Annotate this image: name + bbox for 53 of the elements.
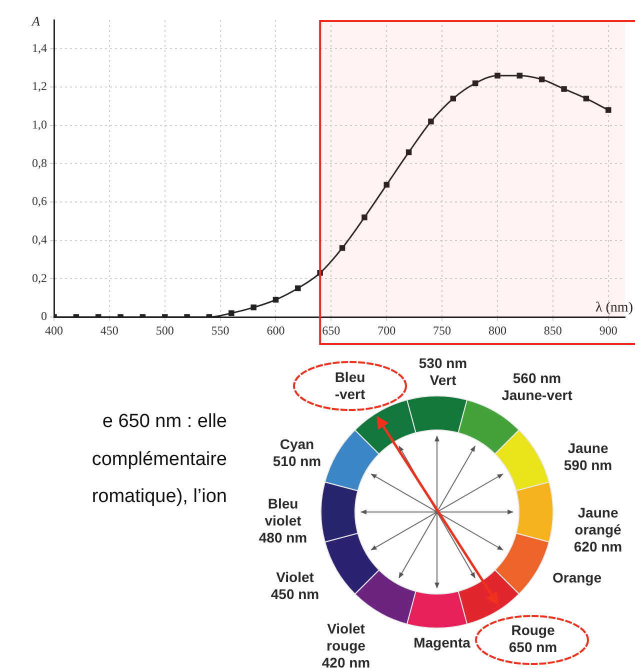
point xyxy=(362,214,368,220)
x-tick-label: 600 xyxy=(266,323,285,338)
y-tick-label: 0 xyxy=(41,309,47,324)
text: Bleu -vert xyxy=(334,369,366,403)
point xyxy=(428,118,434,124)
point xyxy=(494,72,500,78)
text: Violet rouge 420 nm xyxy=(322,620,370,671)
text: Bleu violet 480 nm xyxy=(258,496,308,546)
text: Jaune orangé 620 nm xyxy=(574,504,622,556)
point xyxy=(272,296,279,303)
text: Cyan 510 nm xyxy=(272,436,322,470)
y-tick-label: 1,2 xyxy=(32,79,47,94)
point xyxy=(228,310,234,316)
y-tick-label: 0,8 xyxy=(32,156,47,170)
point xyxy=(250,304,256,310)
y-tick-label: 1,4 xyxy=(32,40,47,55)
x-tick-label: 550 xyxy=(211,323,230,338)
x-tick-label: 400 xyxy=(45,323,63,338)
x-tick-label: 700 xyxy=(378,323,396,338)
text: Orange xyxy=(552,570,602,586)
point xyxy=(561,86,567,92)
point xyxy=(339,245,346,251)
y-tick-label: 0,6 xyxy=(32,194,47,208)
point xyxy=(384,182,390,188)
x-tick-label: 900 xyxy=(599,323,618,338)
y-tick-label: 0,4 xyxy=(32,232,47,247)
point xyxy=(472,80,478,86)
x-tick-label: 450 xyxy=(100,323,118,338)
x-axis-title: λ (nm) xyxy=(595,300,634,316)
text: Jaune 590 nm xyxy=(564,440,612,474)
text: 530 nm Vert xyxy=(418,355,468,389)
y-axis-title: A xyxy=(31,13,40,28)
x-tick-label: 850 xyxy=(544,323,562,338)
point xyxy=(516,72,523,78)
text: 560 nm Jaune-vert xyxy=(502,370,572,404)
text: e 650 nm : elle xyxy=(102,411,227,433)
y-tick-label: 1,0 xyxy=(32,118,47,132)
text: romatique), l’ion xyxy=(92,486,227,508)
point xyxy=(605,107,612,113)
text: Violet 450 nm xyxy=(270,569,320,603)
point xyxy=(406,149,412,156)
text: complémentaire xyxy=(92,449,227,471)
point xyxy=(450,96,456,102)
x-tick-label: 750 xyxy=(433,323,452,338)
text: Rouge 650 nm xyxy=(508,622,558,656)
text: Magenta xyxy=(414,634,470,652)
point xyxy=(583,96,590,102)
x-tick-label: 650 xyxy=(322,323,340,338)
point xyxy=(538,76,545,82)
y-tick-label: 0,2 xyxy=(32,270,47,285)
x-tick-label: 500 xyxy=(156,323,174,338)
x-tick-label: 800 xyxy=(488,323,506,338)
point xyxy=(295,285,301,292)
